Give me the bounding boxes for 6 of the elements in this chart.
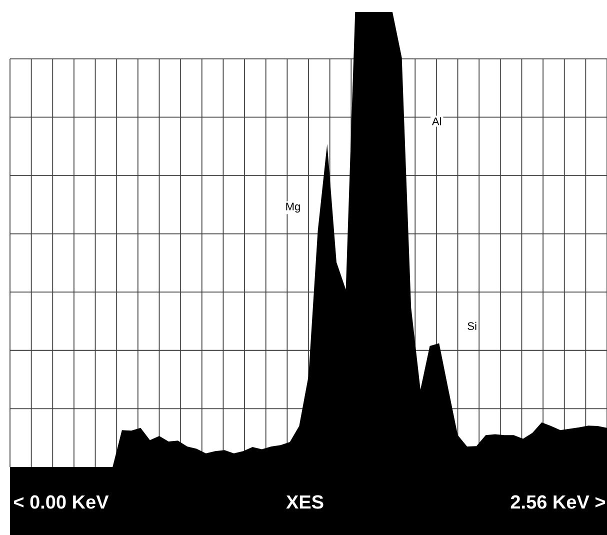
annotation: Mg (286, 202, 300, 213)
annotation: Si (468, 322, 476, 330)
text: < 0.00 KeV (14, 495, 109, 509)
annotation: Al (432, 117, 442, 126)
text: XES (286, 495, 324, 509)
text: 2.56 KeV > (510, 495, 606, 509)
